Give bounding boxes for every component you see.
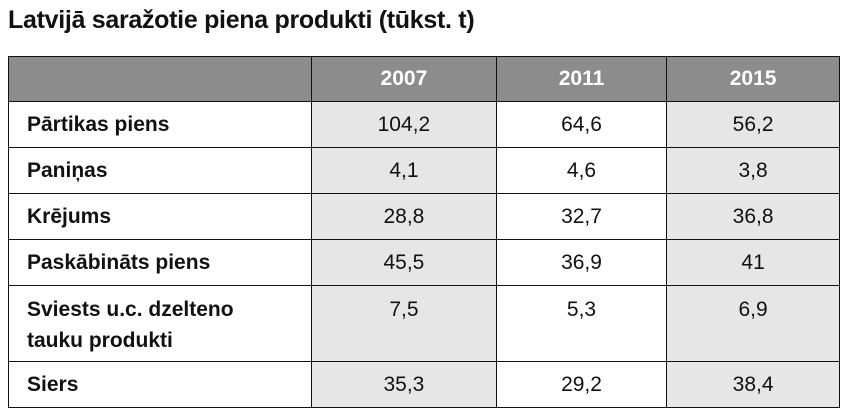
cell-value: 4,6 <box>495 147 668 194</box>
cell-value: 6,9 <box>666 285 840 362</box>
row-label: Paskābināts piens <box>8 239 312 286</box>
cell-value: 36,8 <box>666 193 840 240</box>
cell-value: 32,7 <box>495 193 668 240</box>
table-body: Pārtikas piens 104,2 64,6 56,2 Paniņas 4,1 4,6… <box>8 101 840 408</box>
table-row: Krējums 28,8 32,7 36,8 <box>8 193 840 240</box>
cell-value: 4,1 <box>311 147 497 194</box>
cell-value: 7,5 <box>311 285 497 362</box>
row-label: Pārtikas piens <box>8 101 312 148</box>
header-corner <box>8 56 312 102</box>
cell-value: 36,9 <box>495 239 668 286</box>
cell-value: 104,2 <box>311 101 497 148</box>
table-row: Paniņas 4,1 4,6 3,8 <box>8 147 840 194</box>
data-table: 2007 2011 2015 Pārtikas piens 104,2 64,6 56,2… <box>8 56 840 408</box>
title: Latvijā saražotie piena produkti (tūkst.… <box>8 6 475 34</box>
table-row: Paskābināts piens 45,5 36,9 41 <box>8 239 840 286</box>
cell-value: 64,6 <box>495 101 668 148</box>
cell-value: 45,5 <box>311 239 497 286</box>
cell-value: 3,8 <box>666 147 840 194</box>
cell-value: 38,4 <box>666 361 840 408</box>
row-label: Krējums <box>8 193 312 240</box>
table-row: Sviests u.c. dzelteno tauku produkti 7,5 5… <box>8 285 840 362</box>
row-label: Paniņas <box>8 147 312 194</box>
header-row: 2007 2011 2015 <box>8 56 840 102</box>
cell-value: 28,8 <box>311 193 497 240</box>
column-header: 2011 <box>495 56 668 102</box>
table-row: Siers 35,3 29,2 38,4 <box>8 361 840 408</box>
column-header: 2015 <box>666 56 840 102</box>
cell-value: 5,3 <box>495 285 668 362</box>
cell-value: 35,3 <box>311 361 497 408</box>
cell-value: 41 <box>666 239 840 286</box>
row-label: Sviests u.c. dzelteno tauku produkti <box>8 285 312 362</box>
cell-value: 29,2 <box>495 361 668 408</box>
table-row: Pārtikas piens 104,2 64,6 56,2 <box>8 101 840 148</box>
column-header: 2007 <box>311 56 497 102</box>
row-label: Siers <box>8 361 312 408</box>
cell-value: 56,2 <box>666 101 840 148</box>
